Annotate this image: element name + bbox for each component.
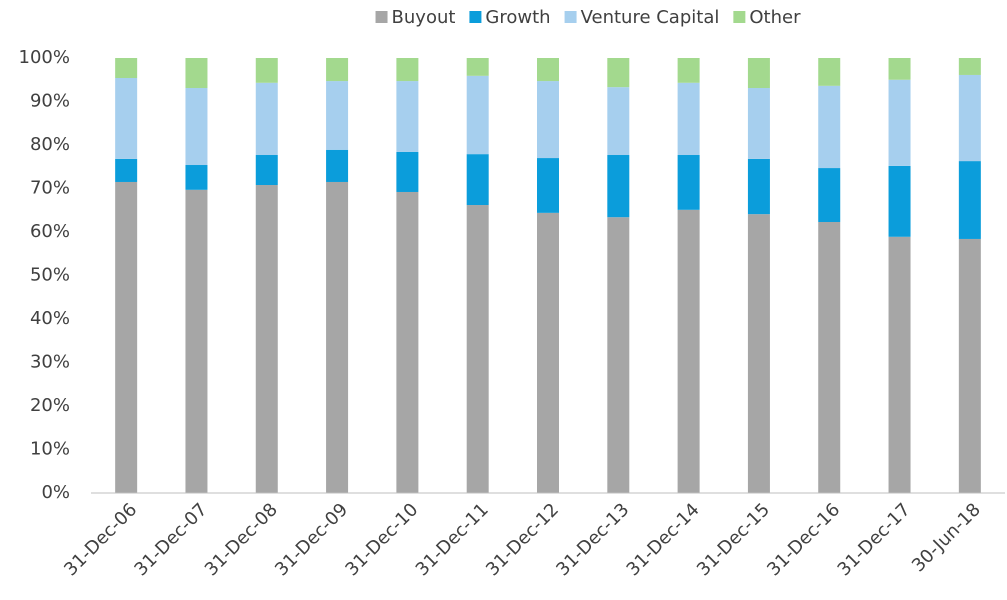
x-tick-label: 31-Dec-17 <box>834 499 915 580</box>
bar-segment <box>607 58 630 88</box>
bar-segment <box>958 238 981 493</box>
bar-segment <box>326 181 349 493</box>
y-tick-label: 70% <box>30 178 70 199</box>
x-tick-label: 31-Dec-10 <box>341 499 422 580</box>
bar-segment <box>326 58 349 82</box>
legend-label: Venture Capital <box>581 7 720 28</box>
x-tick-label: 31-Dec-15 <box>693 499 774 580</box>
bar-segment <box>888 79 911 166</box>
legend-swatch <box>733 11 746 23</box>
y-tick-label: 0% <box>41 482 70 503</box>
bar-segment <box>396 191 419 494</box>
bar-segment <box>115 78 138 159</box>
bar-segment <box>677 209 700 493</box>
bar-segment <box>396 151 419 192</box>
legend-label: Other <box>749 7 801 28</box>
bar-segment <box>255 82 278 156</box>
y-tick-label: 80% <box>30 134 70 155</box>
bar-segment <box>537 212 559 494</box>
bar-segment <box>747 58 770 89</box>
y-tick-label: 30% <box>30 352 70 373</box>
bar-segment <box>396 58 419 82</box>
y-tick-label: 20% <box>30 395 70 416</box>
y-tick-label: 40% <box>30 308 70 329</box>
bar-segment <box>185 165 208 190</box>
legend-swatch <box>375 11 388 23</box>
bar-segment <box>255 155 278 186</box>
x-tick-label: 31-Dec-16 <box>763 499 844 580</box>
y-tick-label: 10% <box>30 439 70 460</box>
x-tick-label: 31-Dec-12 <box>482 499 563 580</box>
bar-segment <box>677 155 700 210</box>
legend-label: Growth <box>485 7 550 28</box>
x-tick-label: 31-Dec-07 <box>130 499 211 580</box>
y-tick-label: 50% <box>30 265 70 286</box>
y-tick-label: 60% <box>30 221 70 242</box>
bar-segment <box>466 75 489 155</box>
x-tick-label: 31-Dec-06 <box>60 499 141 580</box>
bar-segment <box>607 217 630 493</box>
bar-segment <box>185 189 208 493</box>
bar-segment <box>537 158 559 213</box>
bar-segment <box>888 58 911 80</box>
x-tick-label: 31-Dec-08 <box>201 499 282 580</box>
legend-swatch <box>469 11 482 23</box>
bar-segment <box>255 185 278 493</box>
bar-segment <box>888 236 911 493</box>
bar-segment <box>115 158 138 182</box>
bar-segment <box>818 58 841 86</box>
bar-segment <box>255 58 278 83</box>
bar-segment <box>466 205 489 493</box>
bar-segment <box>747 88 770 159</box>
bar-segment <box>396 81 419 152</box>
bar-segment <box>677 82 700 156</box>
bar-segment <box>115 58 138 79</box>
y-tick-label: 90% <box>30 91 70 112</box>
x-tick-label: 31-Dec-09 <box>271 499 352 580</box>
legend-swatch <box>564 11 577 23</box>
bar-segment <box>747 214 770 494</box>
x-tick-label: 30-Jun-18 <box>908 499 985 576</box>
bar-segment <box>115 181 138 493</box>
bar-segment <box>958 58 981 75</box>
bar-segment <box>326 149 349 182</box>
bar-segment <box>185 88 208 166</box>
bar-segment <box>607 155 630 218</box>
bar-segment <box>607 87 630 156</box>
bar-segment <box>958 74 981 162</box>
bar-segment <box>747 158 770 215</box>
bar-segment <box>185 58 208 89</box>
bar-segment <box>888 165 911 237</box>
bar-segment <box>466 154 489 206</box>
bar-segment <box>818 221 841 493</box>
x-tick-label: 31-Dec-13 <box>552 499 633 580</box>
bar-segment <box>466 58 489 76</box>
bar-segment <box>537 58 559 82</box>
bar-segment <box>677 58 700 83</box>
bar-segment <box>537 81 559 159</box>
bar-segment <box>326 81 349 150</box>
bar-segment <box>818 85 841 169</box>
bar-segment <box>818 168 841 222</box>
legend-label: Buyout <box>392 7 456 28</box>
y-tick-label: 100% <box>19 47 70 68</box>
x-tick-label: 31-Dec-11 <box>412 499 493 580</box>
bar-segment <box>958 161 981 239</box>
x-tick-label: 31-Dec-14 <box>623 499 704 580</box>
